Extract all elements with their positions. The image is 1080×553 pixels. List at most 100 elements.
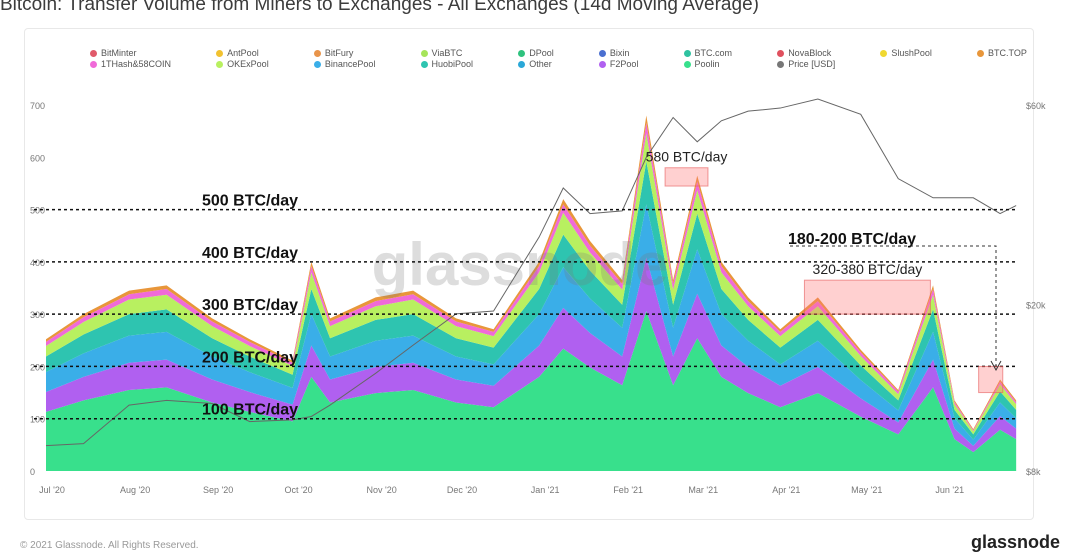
legend-dot-icon [598, 49, 606, 57]
area-f2pool [46, 257, 1017, 453]
y-tick-label: 500 [30, 206, 45, 216]
x-tick-label: Jan '21 [531, 485, 560, 495]
x-tick-label: Feb '21 [613, 485, 643, 495]
legend-label: 1THash&58COIN [101, 59, 172, 69]
reference-label: 100 BTC/day [202, 402, 298, 419]
y-tick-label: 100 [30, 415, 45, 425]
y2-tick-label: $60k [1026, 101, 1046, 111]
legend-dot-icon [420, 60, 428, 68]
legend-label: BinancePool [324, 59, 376, 69]
legend-item[interactable]: SlushPool [880, 48, 955, 58]
legend-item[interactable]: DPool [518, 48, 577, 58]
legend-label: Poolin [694, 59, 720, 69]
legend-item[interactable]: F2Pool [598, 59, 662, 69]
x-tick-label: Aug '20 [120, 485, 150, 495]
legend: BitMinter AntPool BitFury ViaBTC DPool Bixin B… [90, 48, 1050, 69]
legend-label: OKExPool [227, 59, 269, 69]
legend-label: ViaBTC [431, 48, 463, 58]
legend-dot-icon [777, 49, 785, 57]
legend-dot-icon [313, 49, 321, 57]
arrow-head-icon [990, 360, 1002, 372]
x-tick-label: May '21 [851, 485, 882, 495]
legend-item[interactable]: BTC.TOP [977, 48, 1050, 58]
highlight-box [664, 167, 709, 187]
watermark: glassnode [372, 231, 669, 298]
legend-label: Other [529, 59, 552, 69]
x-tick-label: Jul '20 [39, 485, 65, 495]
callout-label: 180-200 BTC/day [788, 231, 916, 248]
legend-item[interactable]: BitMinter [90, 48, 194, 58]
y-tick-label: 0 [30, 467, 35, 477]
legend-label: F2Pool [609, 59, 639, 69]
y-tick-label: 200 [30, 362, 45, 372]
x-tick-label: Dec '20 [447, 485, 477, 495]
legend-dot-icon [880, 49, 888, 57]
legend-item[interactable]: Poolin [683, 59, 756, 69]
legend-label: BTC.com [694, 48, 733, 58]
legend-label: SlushPool [891, 48, 932, 58]
legend-item[interactable]: 1THash&58COIN [90, 59, 194, 69]
legend-label: DPool [529, 48, 554, 58]
x-tick-label: Apr '21 [772, 485, 800, 495]
brand-logo[interactable]: glassnode [970, 532, 1060, 552]
chart-title: Bitcoin: Transfer Volume from Miners to … [0, 0, 759, 15]
legend-dot-icon [420, 49, 428, 57]
legend-dot-icon [683, 60, 691, 68]
reference-label: 400 BTC/day [202, 245, 298, 262]
legend-item[interactable]: BTC.com [683, 48, 756, 58]
legend-dot-icon [216, 49, 224, 57]
legend-item[interactable]: Other [518, 59, 577, 69]
legend-dot-icon [90, 60, 97, 68]
area-huobipool [46, 161, 1017, 440]
legend-item[interactable]: AntPool [216, 48, 292, 58]
area-binancepool [46, 204, 1017, 446]
legend-item[interactable]: NovaBlock [777, 48, 858, 58]
x-tick-label: Nov '20 [367, 485, 397, 495]
reference-label: 500 BTC/day [202, 193, 298, 210]
legend-label: AntPool [227, 48, 259, 58]
highlight-box [803, 279, 931, 315]
reference-label: 200 BTC/day [202, 349, 298, 366]
legend-label: NovaBlock [788, 48, 832, 58]
x-tick-label: Oct '20 [284, 485, 312, 495]
reference-label: 300 BTC/day [202, 297, 298, 314]
legend-label: BTC.TOP [988, 48, 1027, 58]
legend-item[interactable]: BinancePool [313, 59, 399, 69]
legend-dot-icon [518, 49, 526, 57]
legend-dot-icon [313, 60, 321, 68]
price-line [45, 98, 1017, 447]
legend-dot-icon [683, 49, 691, 57]
legend-dot-icon [598, 60, 606, 68]
y-tick-label: 700 [30, 101, 45, 111]
legend-item[interactable]: BitFury [313, 48, 399, 58]
legend-dot-icon [216, 60, 224, 68]
chart-card [24, 28, 1034, 520]
legend-item[interactable]: HuobiPool [420, 59, 497, 69]
highlight-label: 580 BTC/day [646, 149, 728, 165]
legend-item[interactable]: OKExPool [216, 59, 292, 69]
legend-dot-icon [977, 49, 985, 57]
highlight-box [978, 365, 1004, 394]
y-tick-label: 600 [30, 153, 45, 163]
y2-tick-label: $8k [1026, 467, 1041, 477]
legend-label: Bixin [609, 48, 630, 58]
legend-dot-icon [518, 60, 526, 68]
legend-label: BitMinter [101, 48, 137, 58]
legend-label: BitFury [324, 48, 354, 58]
y2-tick-label: $20k [1026, 301, 1046, 311]
x-tick-label: Sep '20 [203, 485, 233, 495]
x-tick-label: Mar '21 [688, 485, 718, 495]
y-tick-label: 400 [30, 258, 45, 268]
legend-dot-icon [90, 49, 97, 57]
legend-dot-icon [777, 60, 785, 68]
highlight-label: 320-380 BTC/day [813, 261, 923, 277]
legend-label: Price [USD] [788, 59, 836, 69]
legend-item[interactable]: Price [USD] [777, 59, 858, 69]
legend-label: HuobiPool [431, 59, 474, 69]
y-tick-label: 300 [30, 310, 45, 320]
x-tick-label: Jun '21 [935, 485, 964, 495]
area-okexpool [46, 133, 1017, 435]
legend-item[interactable]: Bixin [598, 48, 662, 58]
legend-item[interactable]: ViaBTC [420, 48, 497, 58]
